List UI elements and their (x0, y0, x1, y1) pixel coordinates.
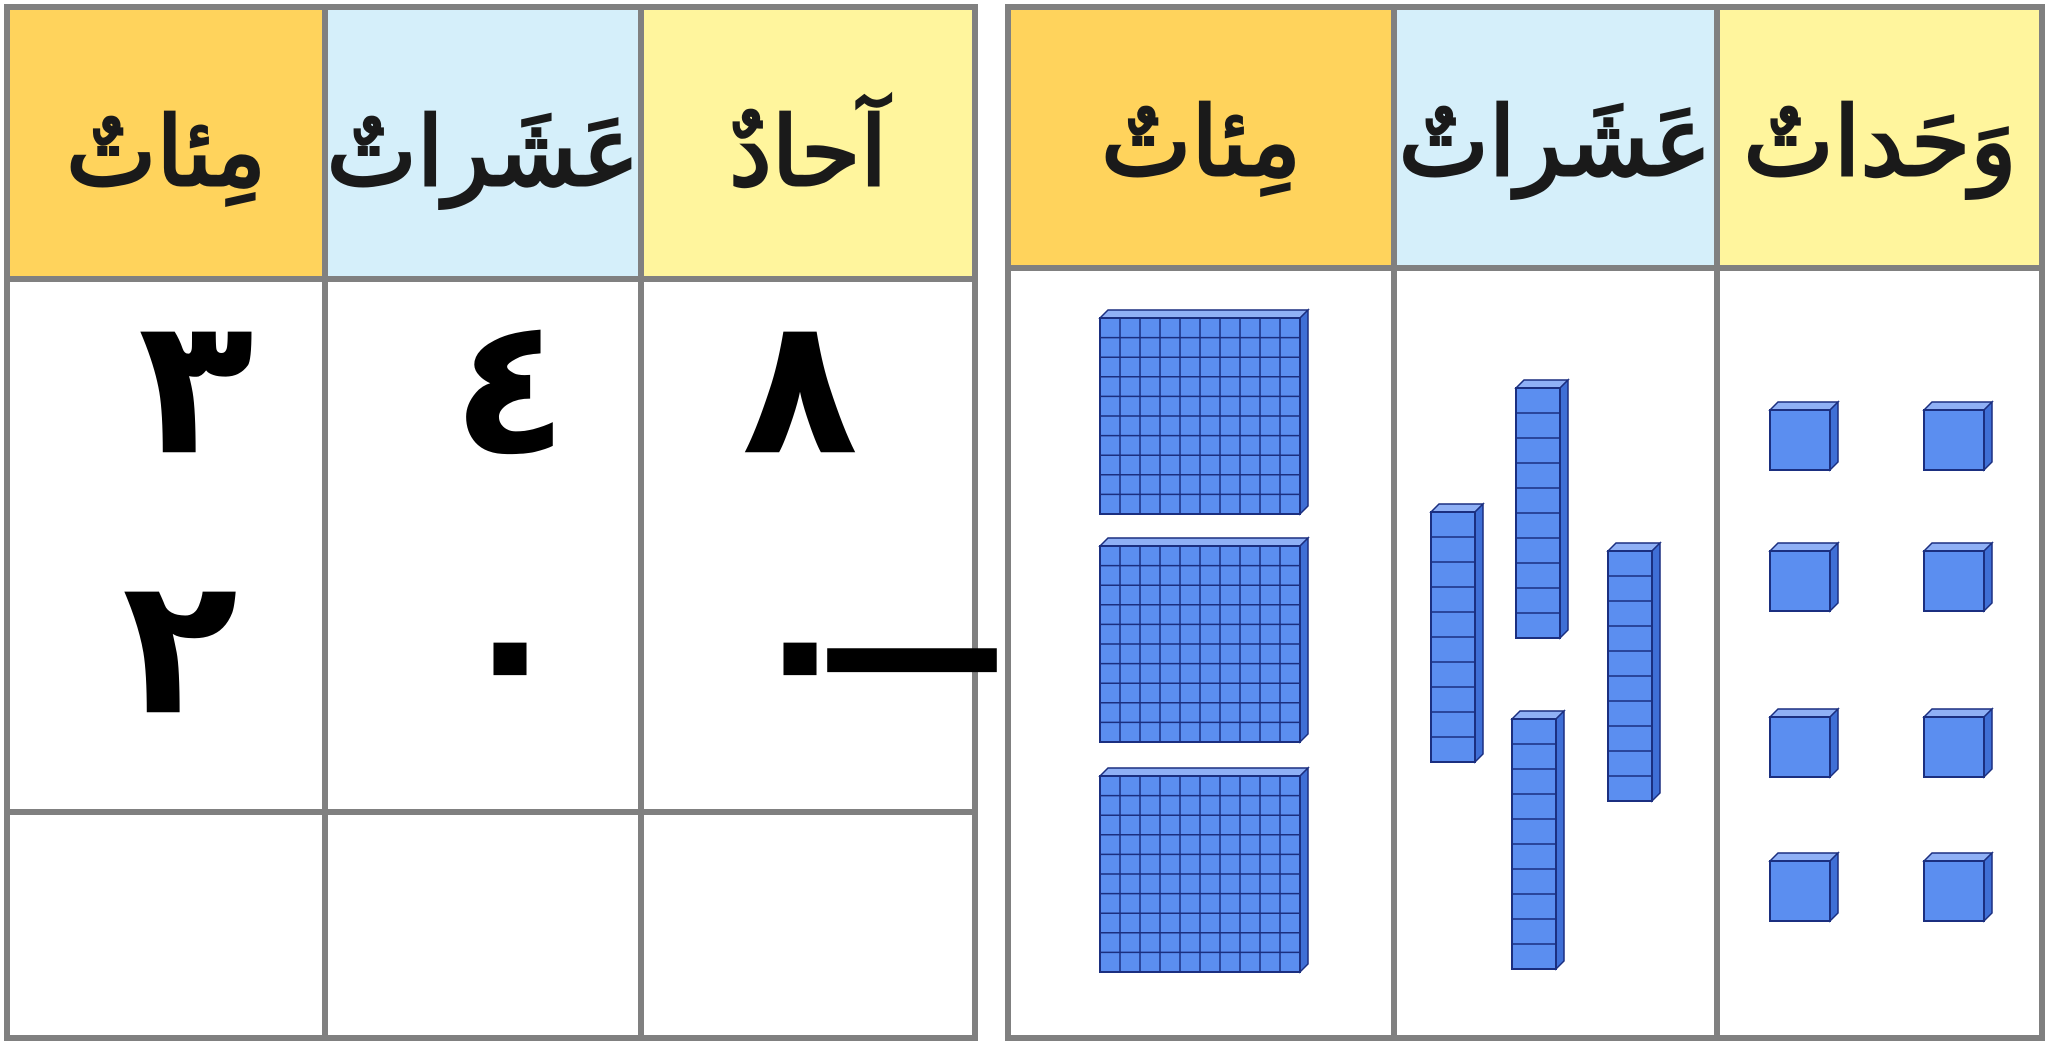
ten-rod-side (1555, 709, 1565, 971)
unit-cube-side (1829, 851, 1839, 923)
unit-cube-top (1922, 852, 1994, 862)
unit-cube (1769, 550, 1831, 612)
cell (4, 276, 328, 815)
header: عَشَراتٌ (327, 95, 640, 210)
unit-cube-side (1829, 541, 1839, 613)
header-cell (638, 4, 978, 282)
unit-cube (1769, 860, 1831, 922)
header: آحادٌ (729, 91, 892, 208)
hundred-flat-top (1098, 537, 1310, 547)
minus-sign: — (817, 536, 1007, 757)
unit-cube-side (1829, 707, 1839, 779)
cell (638, 809, 978, 1041)
hundred-flat-top (1098, 309, 1310, 319)
hundred-flat-top (1098, 767, 1310, 777)
unit-cube (1923, 409, 1985, 471)
base-ten-blocks (1098, 308, 1994, 974)
digit: ٢ (122, 536, 238, 757)
unit-cube-top (1922, 401, 1994, 411)
hundred-flat-side (1299, 536, 1309, 744)
blocks-table: مِئاتٌ عَشَراتٌ وَحَداتٌ (1005, 4, 2045, 1041)
unit-cube (1923, 716, 1985, 778)
cell (638, 276, 978, 815)
header-cell (1391, 4, 1720, 271)
header-cell (322, 4, 644, 282)
unit-cube (1769, 409, 1831, 471)
unit-cube (1769, 716, 1831, 778)
hundred-flat-side (1299, 308, 1309, 516)
ten-rod-side (1474, 502, 1484, 764)
header: مِئاتٌ (66, 95, 266, 208)
unit-cube-top (1768, 852, 1840, 862)
unit-cube-side (1983, 541, 1993, 613)
unit-cube-top (1768, 708, 1840, 718)
header: عَشَراتٌ (1399, 85, 1712, 200)
digit: ٨ (742, 276, 858, 497)
hundred-flat-side (1299, 766, 1309, 974)
unit-cube (1923, 860, 1985, 922)
header: وَحَداتٌ (1743, 85, 2016, 200)
header-cell (4, 4, 328, 282)
unit-cube-side (1829, 400, 1839, 472)
ten-rod-side (1559, 378, 1569, 640)
digit: ٠ (452, 536, 568, 757)
ten-rod-side (1651, 541, 1661, 803)
unit-cube-side (1983, 707, 1993, 779)
cell (4, 809, 328, 1041)
unit-cube-top (1768, 401, 1840, 411)
place-value-table: مِئاتٌ عَشَراتٌ آحادٌ ٣ ٤ ٨ ٢ ٠ ٠ — (4, 4, 1007, 1041)
unit-cube (1923, 550, 1985, 612)
unit-cube-side (1983, 851, 1993, 923)
header: مِئاتٌ (1101, 85, 1301, 198)
cell (322, 809, 644, 1041)
header-cell (1714, 4, 2045, 271)
digit: ٤ (452, 276, 568, 497)
unit-cube-top (1922, 542, 1994, 552)
digit: ٣ (138, 276, 254, 497)
unit-cube-top (1768, 542, 1840, 552)
digit: ٠ (742, 536, 858, 757)
unit-cube-top (1922, 708, 1994, 718)
unit-cube-side (1983, 400, 1993, 472)
cell (1714, 265, 2045, 1041)
